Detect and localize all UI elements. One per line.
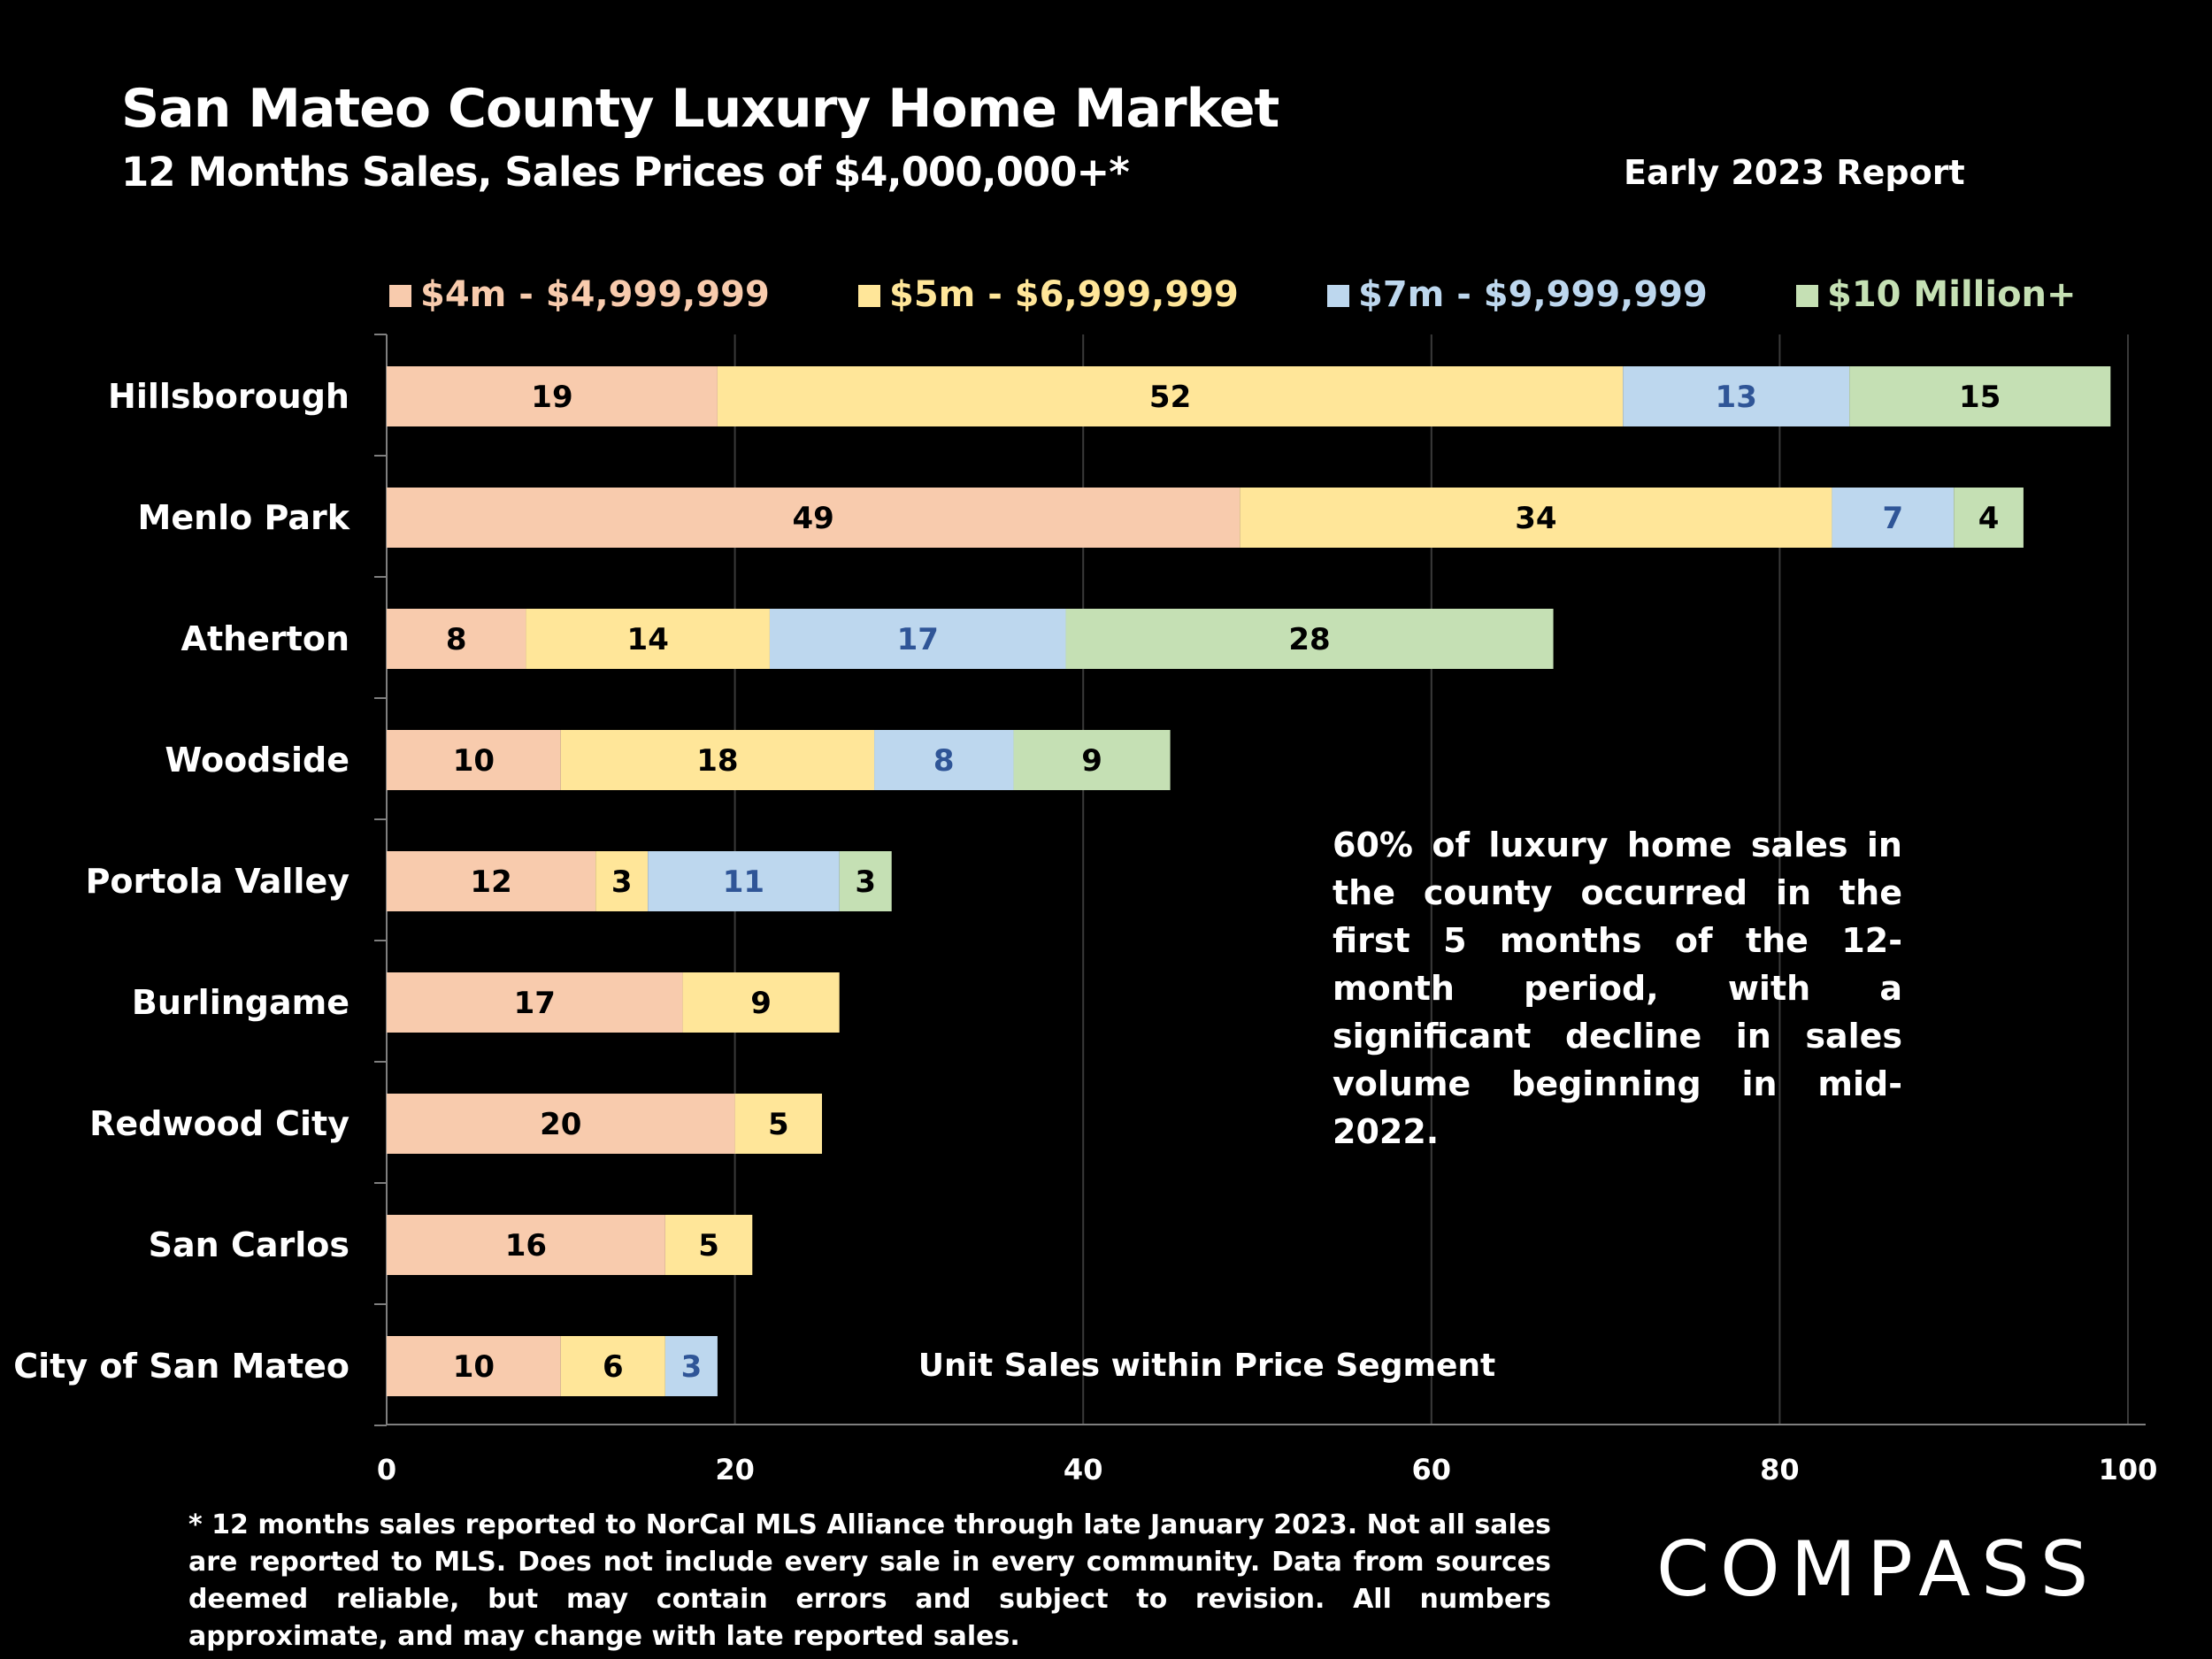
bar-segment: [387, 730, 561, 790]
data-label: 9: [1081, 743, 1102, 779]
bar-segment: [664, 1336, 718, 1396]
data-label: 3: [681, 1349, 703, 1385]
data-label: 6: [603, 1349, 624, 1385]
data-label: 10: [453, 743, 495, 779]
data-label: 8: [446, 622, 467, 657]
x-axis-label: Unit Sales within Price Segment: [918, 1348, 1495, 1384]
bar-segment: [1623, 366, 1850, 426]
data-label: 49: [792, 501, 833, 536]
bar-segment: [1954, 488, 2024, 548]
bar-segment: [595, 851, 649, 911]
category-label: Atherton: [181, 619, 349, 658]
bar-segment: [387, 972, 683, 1033]
data-label: 4: [1978, 501, 2000, 536]
axes: 0 20 40 60 80 100 Hillsborough Menlo Park Athert…: [13, 334, 2157, 1486]
bar-segment: [769, 609, 1066, 669]
data-label: 9: [750, 986, 772, 1021]
bar-segment: [387, 851, 596, 911]
category-label: Menlo Park: [138, 498, 350, 537]
legend-swatch: [858, 285, 880, 307]
data-label: 52: [1149, 380, 1191, 415]
x-tick-label: 80: [1760, 1453, 1800, 1486]
legend-swatch: [1796, 285, 1818, 307]
x-tick-label: 60: [1412, 1453, 1452, 1486]
x-tick-label: 20: [715, 1453, 755, 1486]
data-label: 17: [897, 622, 939, 657]
report-label: Early 2023 Report: [1624, 153, 1965, 192]
bar-segment: [648, 851, 840, 911]
data-label: 14: [627, 622, 669, 657]
bar-segment: [387, 488, 1240, 548]
category-label: Portola Valley: [86, 862, 350, 901]
compass-logo: COMPASS: [1656, 1525, 2100, 1614]
data-label: 5: [698, 1228, 719, 1263]
data-label: 15: [1959, 380, 2001, 415]
footnote: * 12 months sales reported to NorCal MLS…: [188, 1509, 1551, 1652]
data-label: 11: [723, 864, 764, 900]
bar-segment: [874, 730, 1014, 790]
bar-segment: [1849, 366, 2111, 426]
bars: 19 52 13 15 49 34 7 4 8 14 17 28 10 18 8 9 12 3 11 3 17 9 20 5 1…: [387, 366, 2111, 1396]
bar-segment: [560, 730, 875, 790]
bar-segment: [1013, 730, 1171, 790]
data-label: 19: [531, 380, 572, 415]
data-label: 5: [768, 1107, 789, 1142]
stacked-bar-chart: 0 20 40 60 80 100 Hillsborough Menlo Park Athert…: [13, 274, 2157, 1486]
data-label: 13: [1716, 380, 1757, 415]
data-label: 10: [453, 1349, 495, 1385]
bar-segment: [664, 1215, 753, 1275]
data-label: 7: [1882, 501, 1903, 536]
bar-segment: [1065, 609, 1554, 669]
category-label: Hillsborough: [108, 377, 349, 416]
legend-label: $4m - $4,999,999: [420, 274, 770, 315]
legend-label: $10 Million+: [1827, 274, 2077, 315]
data-label: 12: [470, 864, 511, 900]
data-label: 18: [696, 743, 738, 779]
chart-subtitle: 12 Months Sales, Sales Prices of $4,000,…: [121, 149, 1130, 196]
data-label: 3: [855, 864, 876, 900]
category-label: Woodside: [165, 741, 349, 780]
bar-segment: [387, 609, 526, 669]
category-label: San Carlos: [149, 1225, 349, 1264]
x-tick-label: 40: [1064, 1453, 1103, 1486]
legend-label: $5m - $6,999,999: [889, 274, 1239, 315]
data-label: 28: [1288, 622, 1330, 657]
bar-segment: [560, 1336, 665, 1396]
data-label: 17: [514, 986, 556, 1021]
bar-segment: [1240, 488, 1832, 548]
data-label: 3: [611, 864, 633, 900]
data-label: 34: [1515, 501, 1556, 536]
bar-segment: [387, 1094, 735, 1154]
legend: $4m - $4,999,999 $5m - $6,999,999 $7m - $9…: [389, 274, 2077, 315]
bar-segment: [839, 851, 892, 911]
bar-segment: [526, 609, 770, 669]
data-label: 8: [933, 743, 955, 779]
bar-segment: [387, 366, 718, 426]
bar-segment: [1832, 488, 1955, 548]
bar-segment: [734, 1094, 822, 1154]
category-label: City of San Mateo: [13, 1347, 349, 1386]
bar-segment: [387, 1215, 665, 1275]
data-label: 16: [505, 1228, 547, 1263]
legend-label: $7m - $9,999,999: [1358, 274, 1708, 315]
x-tick-label: 100: [2099, 1453, 2158, 1486]
category-label: Burlingame: [132, 983, 349, 1022]
chart-title: San Mateo County Luxury Home Market: [121, 78, 1279, 140]
bar-segment: [387, 1336, 561, 1396]
data-label: 20: [540, 1107, 581, 1142]
bar-segment: [682, 972, 840, 1033]
legend-swatch: [1327, 285, 1349, 307]
annotation-note: 60% of luxury home sales in the county o…: [1333, 826, 1902, 1151]
x-tick-label: 0: [377, 1453, 396, 1486]
category-label: Redwood City: [89, 1104, 349, 1143]
bar-segment: [717, 366, 1624, 426]
legend-swatch: [389, 285, 411, 307]
